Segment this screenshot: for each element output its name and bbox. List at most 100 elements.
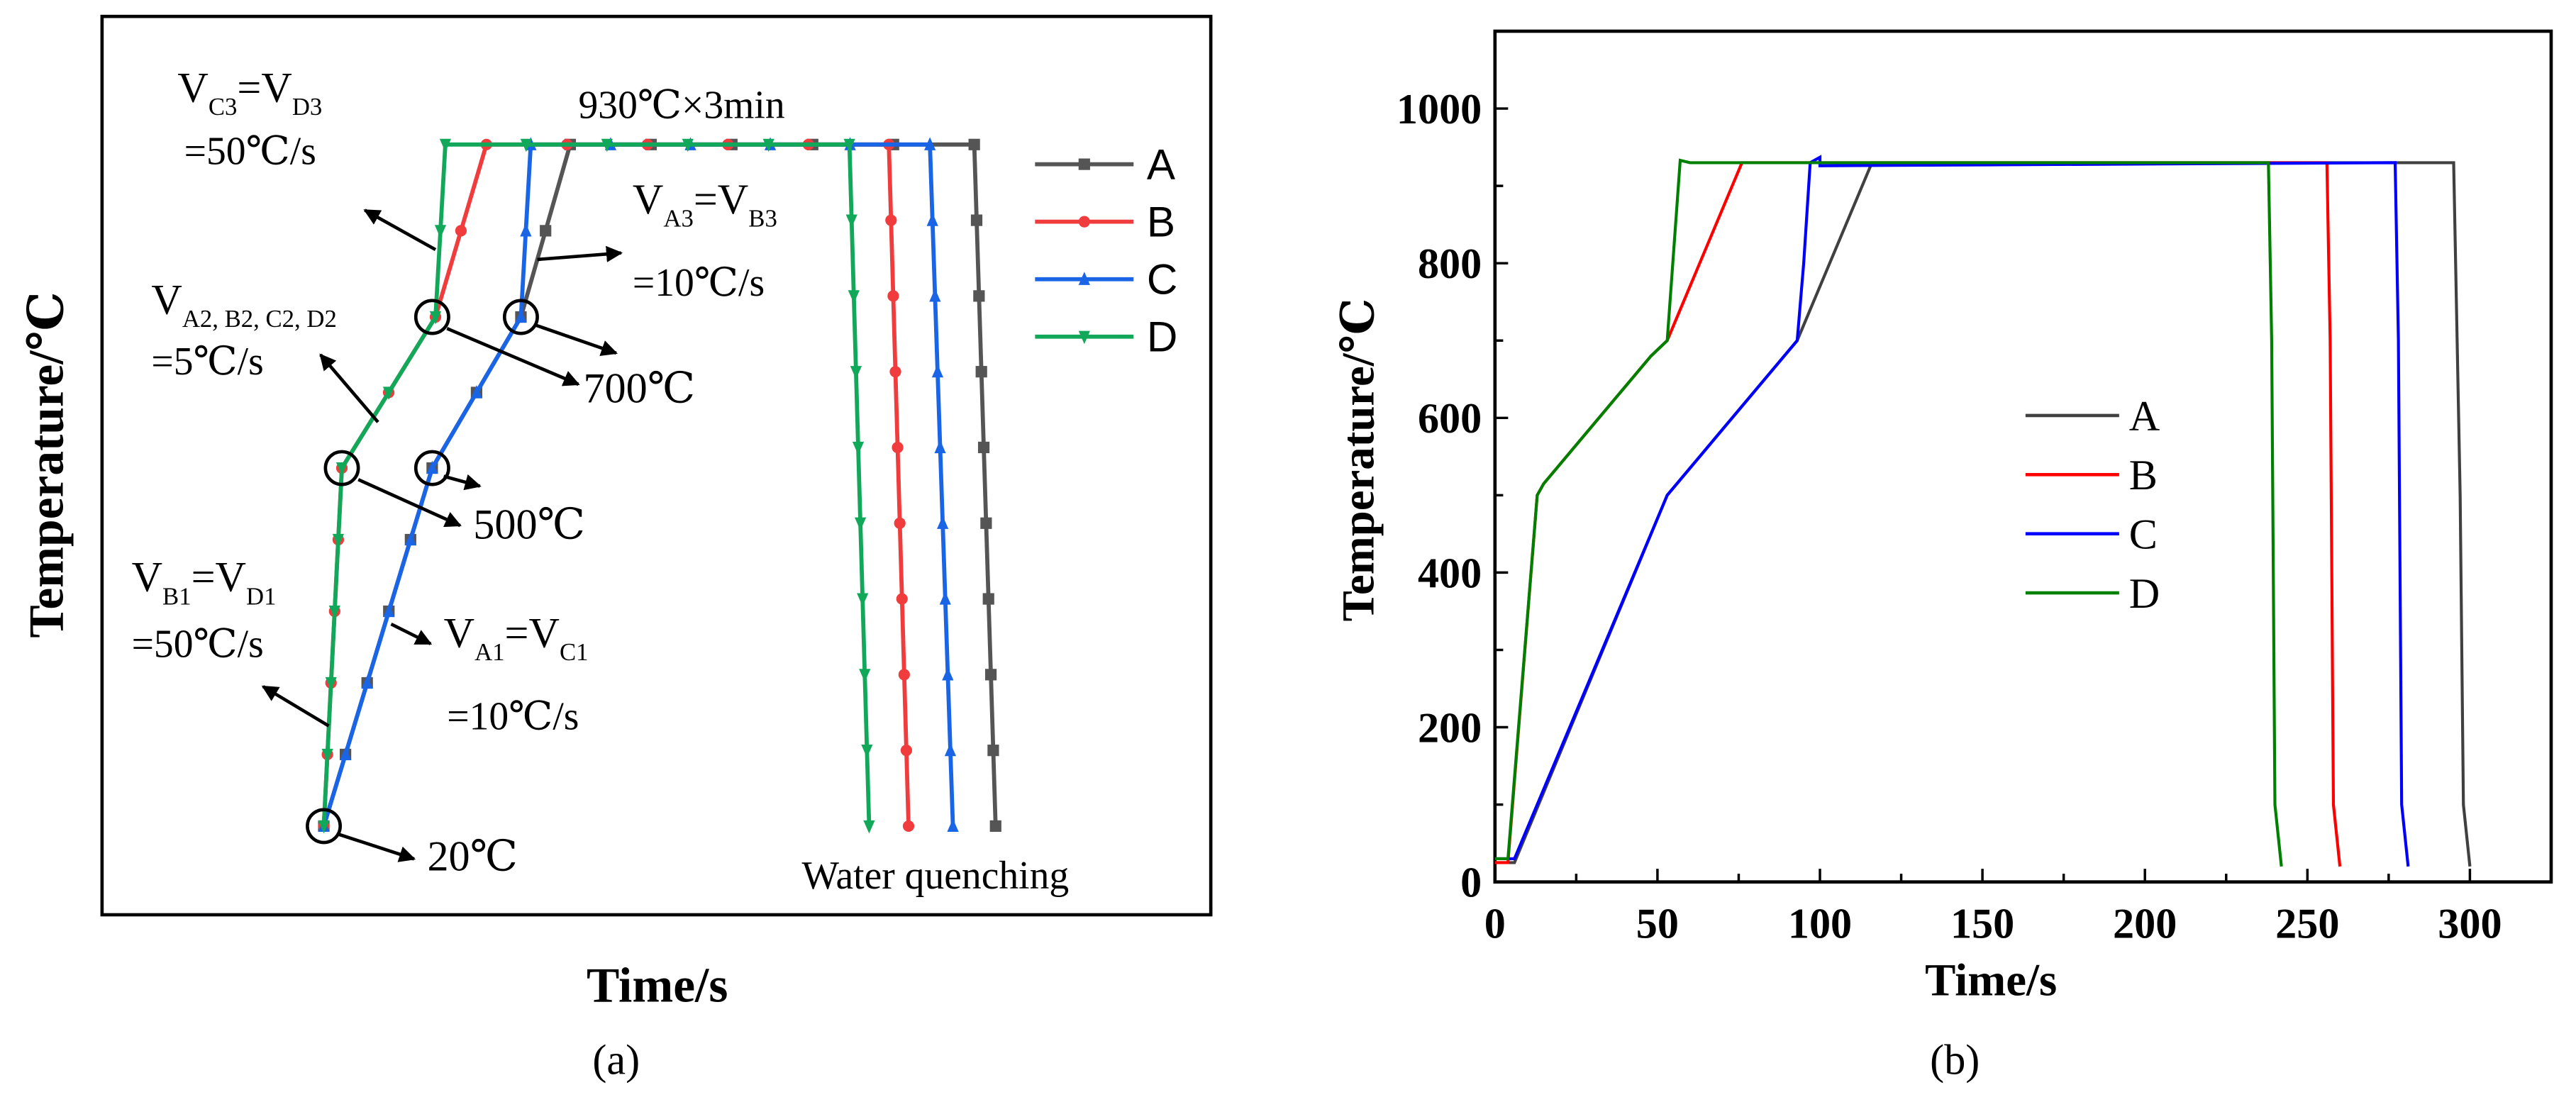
- arrow-20: [338, 833, 416, 862]
- legend-label-c: C: [2129, 511, 2158, 559]
- y-tick-label: 600: [1418, 395, 1482, 443]
- arrow-va3: [537, 245, 623, 262]
- triangle-up-marker: [942, 667, 954, 681]
- text-part: V: [177, 65, 208, 112]
- annotation-500: 500℃: [473, 501, 585, 549]
- subscript: C3: [209, 93, 238, 121]
- subscript: D1: [246, 582, 276, 610]
- annotation-v2: VA2, B2, C2, D2: [151, 276, 336, 333]
- series-line-c: [1494, 155, 2410, 867]
- triangle-down-marker: [321, 748, 333, 762]
- triangle-down-marker: [332, 533, 345, 547]
- circle-marker: [455, 225, 467, 237]
- x-tick-label: 100: [1788, 900, 1852, 947]
- circle-marker: [887, 290, 899, 302]
- triangle-down-marker: [601, 138, 613, 152]
- curve-line-a: [321, 142, 998, 827]
- triangle-up-marker: [404, 532, 416, 546]
- annotation-va3-rate: =10℃/s: [633, 261, 765, 305]
- triangle-down-marker: [845, 214, 857, 228]
- annotation-v2-rate: =5℃/s: [151, 340, 263, 384]
- annotation-va3-vb3: VA3=VB3: [633, 176, 777, 233]
- triangle-down-marker: [848, 290, 860, 304]
- panel-b-ylabel: Temperature/℃: [1333, 299, 1384, 622]
- triangle-down-marker: [859, 669, 871, 682]
- legend-label-a: A: [1147, 140, 1176, 188]
- arrow-700-c: [535, 323, 618, 357]
- triangle-down-marker: [434, 225, 447, 238]
- triangle-up-marker: [470, 385, 483, 399]
- triangle-up-marker: [426, 460, 438, 474]
- y-tick-label: 200: [1418, 704, 1482, 752]
- quench-label: Water quenching: [801, 854, 1069, 898]
- square-marker: [984, 669, 997, 681]
- arrow-va1: [390, 622, 433, 645]
- legend-label-b: B: [2129, 452, 2158, 499]
- legend-label-c: C: [1147, 255, 1177, 304]
- triangle-up-marker: [939, 591, 951, 605]
- panel-a-frame: [100, 14, 1213, 917]
- circle-marker: [892, 441, 904, 454]
- circle-marker: [894, 517, 906, 529]
- square-marker: [968, 138, 980, 150]
- circle-marker: [902, 820, 915, 833]
- triangle-up-marker: [934, 440, 946, 454]
- triangle-up-marker: [1078, 272, 1090, 285]
- curve-line-d: [321, 142, 872, 827]
- highlight-circle: [323, 450, 360, 486]
- triangle-up-marker: [520, 223, 532, 237]
- triangle-down-marker: [325, 677, 337, 691]
- square-marker: [540, 225, 552, 237]
- triangle-up-marker: [361, 675, 373, 689]
- text-part: =V: [191, 554, 246, 601]
- curve-d: [318, 138, 875, 834]
- subscript: A1: [474, 638, 504, 666]
- hold-label: 930℃×3min: [579, 84, 785, 128]
- triangle-down-marker: [328, 605, 340, 619]
- annotation-va1-vc1: VA1=VC1: [444, 609, 589, 666]
- annotation-700: 700℃: [583, 364, 695, 412]
- triangle-down-marker: [318, 820, 330, 834]
- x-tick-label: 50: [1636, 900, 1679, 947]
- triangle-up-marker: [944, 742, 957, 757]
- x-tick-label: 200: [2113, 900, 2177, 947]
- text-part: =V: [505, 609, 560, 657]
- square-marker: [982, 593, 994, 605]
- y-tick-label: 800: [1418, 240, 1482, 288]
- curve-line-b: [321, 142, 911, 827]
- y-tick-label: 400: [1418, 550, 1482, 597]
- panel-b-frame: [1493, 29, 2553, 884]
- curve-c: [318, 137, 959, 833]
- panel-a-xlabel: Time/s: [587, 959, 728, 1013]
- annotation-vc3-vd3: VC3=VD3: [177, 65, 322, 121]
- triangle-up-marker: [383, 603, 395, 618]
- square-marker: [989, 820, 1001, 833]
- circle-marker: [885, 214, 897, 226]
- circle-marker: [898, 669, 910, 681]
- triangle-down-marker: [843, 138, 855, 152]
- legend-label-b: B: [1147, 197, 1175, 245]
- x-tick-label: 300: [2438, 900, 2502, 947]
- triangle-up-marker: [931, 364, 944, 378]
- triangle-down-marker: [850, 366, 862, 379]
- arrow-vc3: [363, 208, 437, 252]
- triangle-down-marker: [382, 386, 395, 400]
- subscript: A3: [663, 205, 693, 233]
- triangle-down-marker: [762, 138, 775, 152]
- square-marker: [980, 517, 992, 529]
- triangle-down-marker: [520, 138, 532, 152]
- y-tick-label: 1000: [1397, 86, 1482, 133]
- panel-a-ylabel: Temperature/℃: [19, 291, 74, 638]
- arrow-500-d: [357, 478, 462, 528]
- arrow-vb1: [261, 685, 330, 728]
- triangle-down-marker: [857, 593, 869, 606]
- text-part: =V: [237, 65, 292, 112]
- square-marker: [1078, 158, 1090, 170]
- annotation-20: 20℃: [427, 833, 518, 880]
- subscript: C1: [560, 638, 589, 666]
- x-tick-label: 0: [1484, 900, 1506, 947]
- square-marker: [977, 441, 990, 454]
- subscript: B3: [748, 205, 777, 233]
